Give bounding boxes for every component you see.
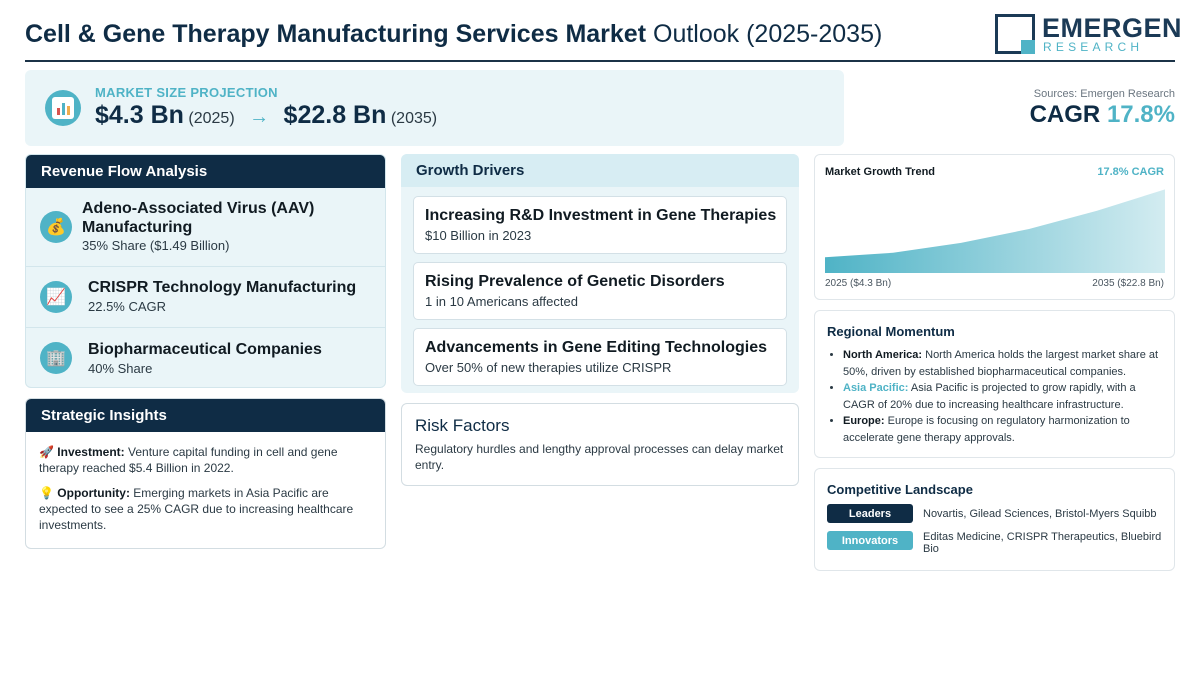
growth-drivers-panel: Growth Drivers Increasing R&D Investment… bbox=[401, 154, 799, 393]
trend-start-label: 2025 ($4.3 Bn) bbox=[825, 278, 892, 289]
lightbulb-icon: 💡 bbox=[39, 486, 54, 500]
insight-investment: 🚀 Investment: Venture capital funding in… bbox=[39, 445, 338, 475]
market-size-projection: MARKET SIZE PROJECTION $4.3 Bn (2025) → … bbox=[25, 70, 844, 146]
insight-opportunity: 💡 Opportunity: Emerging markets in Asia … bbox=[39, 486, 354, 532]
driver-card-gene-editing[interactable]: Advancements in Gene Editing Technologie… bbox=[413, 328, 787, 386]
risk-factors-text: Regulatory hurdles and lengthy approval … bbox=[415, 442, 784, 472]
cagr-summary: Sources: Emergen Research CAGR 17.8% bbox=[1030, 88, 1175, 129]
region-asia-pacific: Asia Pacific: Asia Pacific is projected … bbox=[843, 380, 1165, 413]
innovators-badge[interactable]: Innovators bbox=[827, 531, 913, 550]
driver-title: Rising Prevalence of Genetic Disorders bbox=[425, 273, 725, 290]
regional-momentum-panel: Regional Momentum North America: North A… bbox=[814, 310, 1175, 458]
logo-main-text: EMERGEN bbox=[1042, 13, 1183, 43]
driver-sub: 1 in 10 Americans affected bbox=[425, 294, 578, 309]
trend-cagr-label: 17.8% CAGR bbox=[1097, 166, 1164, 178]
driver-sub: $10 Billion in 2023 bbox=[425, 228, 532, 243]
trend-chart-icon: 📈 bbox=[40, 281, 72, 313]
risk-factors-title: Risk Factors bbox=[415, 416, 510, 435]
projection-values: $4.3 Bn (2025) → $22.8 Bn (2035) bbox=[95, 101, 437, 130]
region-europe: Europe: Europe is focusing on regulatory… bbox=[843, 413, 1165, 446]
end-year: (2035) bbox=[390, 110, 438, 127]
revenue-item-aav[interactable]: 💰 Adeno-Associated Virus (AAV) Manufactu… bbox=[26, 188, 385, 267]
revenue-item-crispr[interactable]: 📈 CRISPR Technology Manufacturing 22.5% … bbox=[26, 267, 385, 328]
strategic-insights-title: Strategic Insights bbox=[26, 399, 385, 432]
revenue-item-title: CRISPR Technology Manufacturing bbox=[88, 279, 357, 296]
start-value: $4.3 Bn bbox=[95, 101, 184, 129]
building-icon: 🏢 bbox=[40, 342, 72, 374]
revenue-item-biopharma[interactable]: 🏢 Biopharmaceutical Companies 40% Share bbox=[26, 328, 385, 387]
region-north-america: North America: North America holds the l… bbox=[843, 347, 1165, 380]
logo-sub-text: RESEARCH bbox=[1043, 40, 1144, 54]
driver-title: Advancements in Gene Editing Technologie… bbox=[425, 339, 767, 356]
bar-chart-icon bbox=[45, 90, 81, 126]
driver-title: Increasing R&D Investment in Gene Therap… bbox=[425, 207, 777, 224]
growth-area-chart bbox=[825, 189, 1165, 273]
driver-card-genetic-disorders[interactable]: Rising Prevalence of Genetic Disorders 1… bbox=[413, 262, 787, 320]
logo-mark-icon bbox=[995, 14, 1035, 54]
trend-end-label: 2035 ($22.8 Bn) bbox=[1092, 278, 1164, 289]
trend-title: Market Growth Trend bbox=[825, 166, 936, 178]
driver-card-rd-investment[interactable]: Increasing R&D Investment in Gene Therap… bbox=[413, 196, 787, 254]
revenue-item-title: Adeno-Associated Virus (AAV) Manufacturi… bbox=[82, 200, 315, 236]
driver-sub: Over 50% of new therapies utilize CRISPR bbox=[425, 360, 672, 375]
leaders-badge[interactable]: Leaders bbox=[827, 504, 913, 523]
revenue-flow-panel: Revenue Flow Analysis 💰 Adeno-Associated… bbox=[25, 154, 386, 388]
growth-area-series bbox=[825, 189, 1165, 273]
revenue-item-sub: 40% Share bbox=[88, 361, 153, 376]
money-bag-icon: 💰 bbox=[40, 211, 72, 243]
page-title: Cell & Gene Therapy Manufacturing Servic… bbox=[25, 20, 883, 48]
revenue-item-title: Biopharmaceutical Companies bbox=[88, 341, 322, 358]
leaders-text: Novartis, Gilead Sciences, Bristol-Myers… bbox=[923, 508, 1157, 520]
competitive-landscape-panel: Competitive Landscape Leaders Novartis, … bbox=[814, 468, 1175, 571]
arrow-right-icon: → bbox=[249, 106, 270, 128]
cagr-value: CAGR 17.8% bbox=[1029, 101, 1175, 128]
page-header: Cell & Gene Therapy Manufacturing Servic… bbox=[25, 12, 1182, 62]
revenue-flow-title: Revenue Flow Analysis bbox=[26, 155, 385, 188]
regional-momentum-title: Regional Momentum bbox=[827, 324, 955, 339]
innovators-text: Editas Medicine, CRISPR Therapeutics, Bl… bbox=[923, 531, 1162, 555]
rocket-icon: 🚀 bbox=[39, 445, 54, 459]
growth-drivers-title: Growth Drivers bbox=[401, 154, 799, 187]
strategic-insights-panel: Strategic Insights 🚀 Investment: Venture… bbox=[25, 398, 386, 549]
start-year: (2025) bbox=[188, 110, 235, 127]
risk-factors-panel: Risk Factors Regulatory hurdles and leng… bbox=[401, 403, 799, 486]
end-value: $22.8 Bn bbox=[283, 101, 387, 129]
revenue-item-sub: 35% Share ($1.49 Billion) bbox=[82, 238, 230, 253]
market-growth-trend-panel: Market Growth Trend 17.8% CAGR 2025 ($4.… bbox=[814, 154, 1175, 300]
regional-list: North America: North America holds the l… bbox=[843, 347, 1165, 446]
competitive-landscape-title: Competitive Landscape bbox=[827, 482, 973, 497]
emergen-logo[interactable]: EMERGEN RESEARCH bbox=[995, 14, 1182, 56]
revenue-item-sub: 22.5% CAGR bbox=[88, 299, 167, 314]
source-text: Sources: Emergen Research bbox=[1033, 88, 1175, 100]
projection-label: MARKET SIZE PROJECTION bbox=[95, 85, 278, 100]
